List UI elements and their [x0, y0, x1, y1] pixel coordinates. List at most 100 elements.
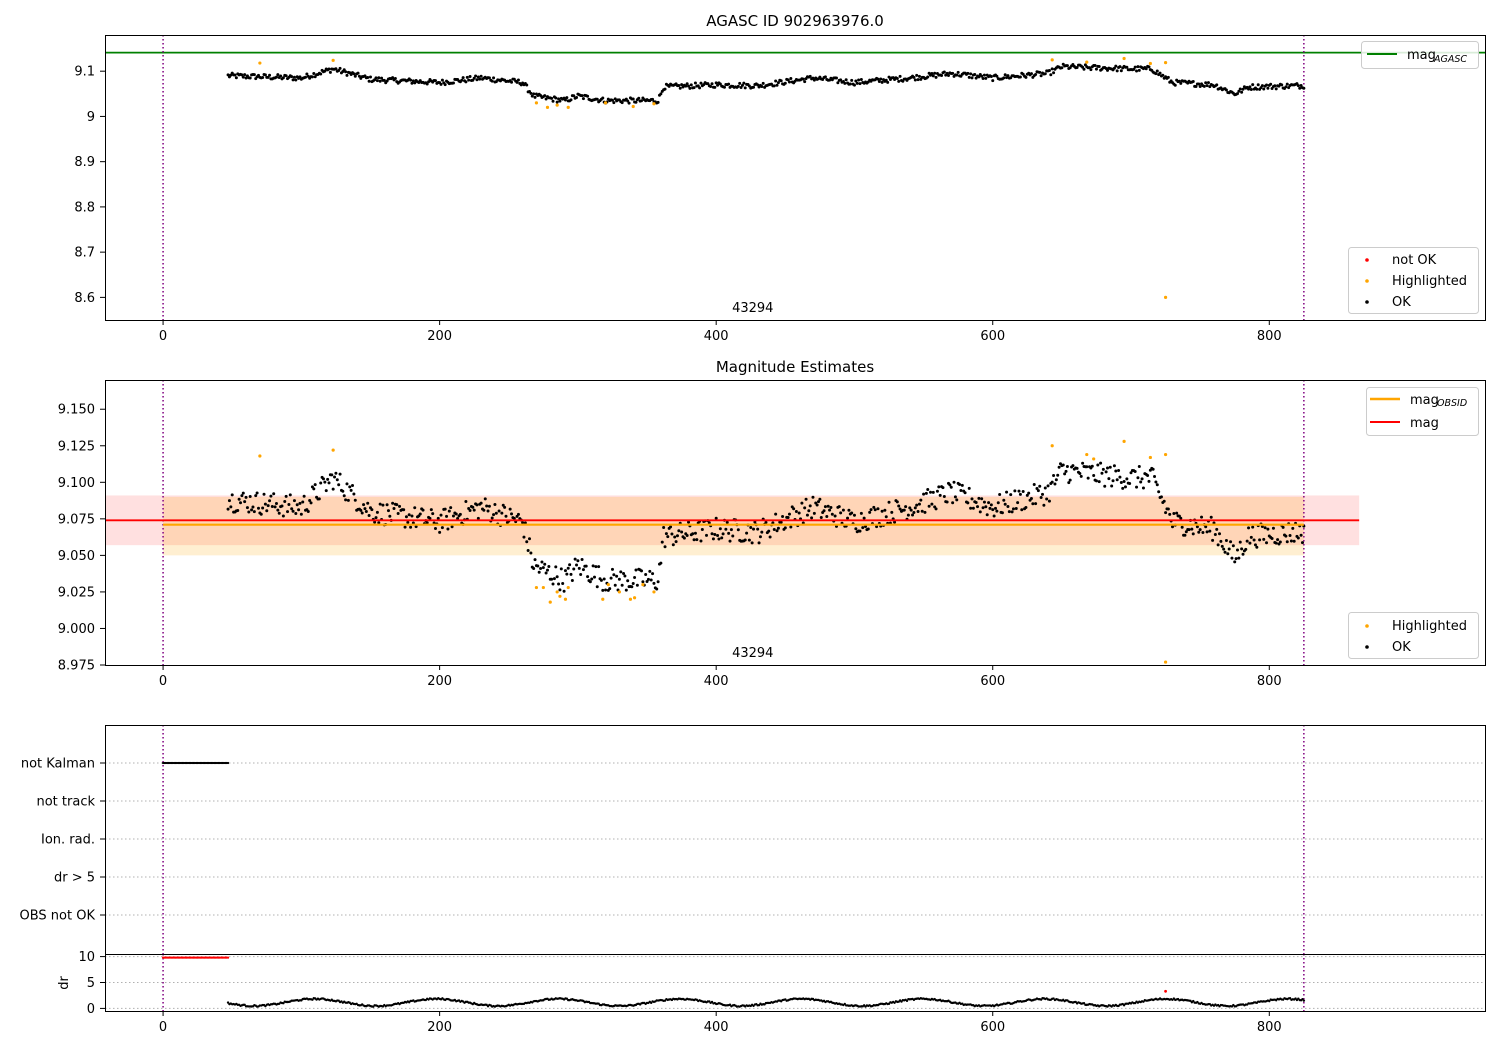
panel2-ok-point: [854, 527, 858, 531]
panel2-ok-point: [1154, 480, 1158, 484]
panel2-ok-point: [819, 516, 823, 520]
panel2-ok-point: [852, 513, 856, 517]
panel2-ok-point: [504, 514, 508, 518]
panel1-ok-point: [738, 81, 742, 85]
panel3-plot-area: [105, 725, 1485, 954]
panel2-ok-point: [588, 580, 592, 584]
panel2-ok-point: [398, 504, 402, 508]
panel1-ok-point: [550, 96, 554, 100]
panel1-ok-point: [281, 76, 285, 80]
panel2-axes: 0 200 400 600 800 8.975 9.000 9.025 9.050 9.075 9.…: [58, 403, 1282, 689]
panel1-ok-point: [474, 74, 478, 78]
panel2-ok-point: [526, 548, 530, 552]
panel2-ok-point: [421, 508, 425, 512]
panel1-ok-point: [747, 84, 751, 88]
panel2-ok-point: [472, 508, 476, 512]
panel2-ok-point: [873, 508, 877, 512]
panel1-highlighted-point: [331, 58, 335, 62]
panel2-ok-point: [630, 585, 634, 589]
panel2-ok-point: [1119, 480, 1123, 484]
panel1-ok-point: [1299, 83, 1303, 87]
panel2-ok-point: [904, 505, 908, 509]
panel1-ok-point: [1119, 69, 1123, 73]
panel4-ytick-label-0: 0: [87, 1002, 95, 1017]
panel2-ok-point: [811, 495, 815, 499]
panel2-ok-point: [890, 510, 894, 514]
panel2-ok-point: [366, 501, 370, 505]
panel1-ok-point: [1114, 64, 1118, 68]
panel1-ok-point: [912, 75, 916, 79]
panel1-ok-point: [533, 95, 537, 99]
panel2-ok-point: [317, 497, 321, 501]
panel1-ok-point: [1075, 66, 1079, 70]
panel2-ok-point: [1205, 530, 1209, 534]
panel2-ok-point: [707, 521, 711, 525]
panel1-ok-point: [877, 79, 881, 83]
panel2-ok-point: [1085, 465, 1089, 469]
panel2-ok-point: [1197, 530, 1201, 534]
panel1-ok-point: [934, 75, 938, 79]
panel1-ok-point: [248, 76, 252, 80]
panel4-xtick-label-0: 0: [159, 1020, 167, 1035]
panel1-ok-point: [352, 72, 356, 76]
legend-box: [1348, 247, 1479, 314]
panel2-ok-point: [981, 506, 985, 510]
panel2-ok-point: [909, 508, 913, 512]
panel2-ok-point: [949, 485, 953, 489]
panel1-ytick-label-8.6: 8.6: [74, 291, 95, 306]
panel2-ok-point: [443, 507, 447, 511]
panel1-ok-point: [1034, 72, 1038, 76]
panel1-ok-point: [1060, 66, 1064, 70]
panel1-legend-mag-agasc: mag AGASC: [1361, 41, 1479, 69]
dr-outlier-point: [1164, 989, 1167, 993]
panel2-ok-point: [301, 500, 305, 504]
panel2-ok-point: [431, 512, 435, 516]
legend-label-subscript: AGASC: [1433, 54, 1467, 65]
panel2-ok-point: [641, 580, 645, 584]
panel2-ok-point: [866, 527, 870, 531]
panel1-ok-point: [752, 85, 756, 89]
panel2-ok-point: [1235, 548, 1239, 552]
panel2-ok-point: [721, 532, 725, 536]
panel1-ok-point: [991, 79, 995, 83]
panel1-ok-point: [279, 74, 283, 78]
panel1-ok-point: [680, 83, 684, 87]
panel1-ok-point: [1135, 69, 1139, 73]
panel2-ok-point: [1234, 557, 1238, 561]
dr-point: [905, 999, 909, 1003]
panel2-ok-point: [1200, 515, 1204, 519]
panel2-ok-point: [652, 581, 656, 585]
panel2-ok-point: [602, 577, 606, 581]
panel2-ok-point: [1230, 556, 1234, 560]
panel2-ok-point: [1108, 465, 1112, 469]
panel2-ok-point: [1122, 480, 1126, 484]
panel2-ok-point: [1071, 464, 1075, 468]
panel2-ok-point: [691, 532, 695, 536]
panel2-ok-point: [1010, 510, 1014, 514]
panel1-ytick-label-9: 9: [87, 110, 95, 125]
panel2-ok-point: [1018, 492, 1022, 496]
panel1-ok-point: [1147, 65, 1151, 69]
dr-point: [1288, 996, 1292, 1000]
panel2-ok-point: [1011, 507, 1015, 511]
panel2-ok-point: [252, 510, 256, 514]
legend-box: [1361, 41, 1479, 69]
panel1-ok-point: [1094, 67, 1098, 71]
panel1-ok-point: [1208, 85, 1212, 89]
panel1-ok-point: [1206, 81, 1210, 85]
panel1-ok-point: [305, 72, 309, 76]
panel2-ok-point: [724, 527, 728, 531]
panel1-ok-point: [1202, 84, 1206, 88]
panel2-ok-point: [620, 583, 624, 587]
panel2-ok-point: [555, 575, 559, 579]
panel2-ok-point: [570, 578, 574, 582]
panel2-ok-point: [1041, 492, 1045, 496]
panel3-axes: not Kalman not track Ion. rad. dr > 5 OBS no…: [20, 757, 105, 924]
panel2-ok-point: [633, 575, 637, 579]
panel1-ok-point: [586, 94, 590, 98]
panel2-ok-point: [976, 505, 980, 509]
panel2-ok-point: [931, 490, 935, 494]
panel1-ok-point: [595, 97, 599, 101]
flag-label: OBS not OK: [20, 909, 96, 924]
panel2-ok-point: [1050, 480, 1054, 484]
